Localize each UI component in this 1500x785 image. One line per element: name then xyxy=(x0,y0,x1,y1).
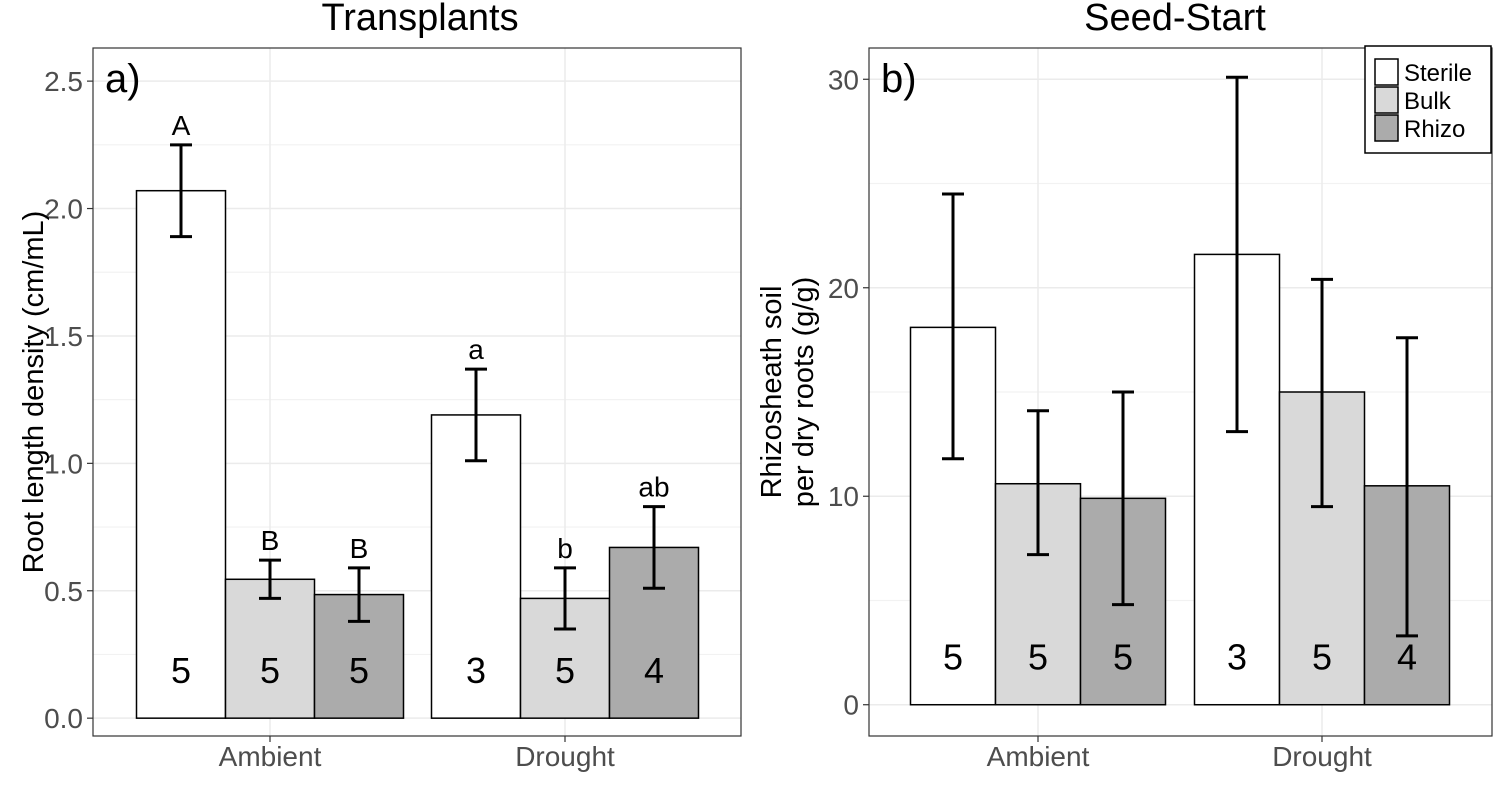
chart-title: Seed-Start xyxy=(1084,0,1266,39)
sample-size-label: 3 xyxy=(1227,637,1247,678)
y-axis-title-line: Rhizosheath soil xyxy=(756,286,788,499)
legend-key-sterile xyxy=(1374,58,1399,86)
sample-size-label: 5 xyxy=(1312,637,1332,678)
sample-size-label: 4 xyxy=(644,650,664,691)
legend-key-rhizo xyxy=(1374,114,1399,142)
plot-border xyxy=(92,47,742,737)
y-axis-title: Rhizosheath soilper dry roots (g/g) xyxy=(756,277,820,507)
bar-sterile-ambient xyxy=(135,189,227,719)
panel-seed-start: 0 10 20 30 5 5 5 Ambient 3 5 4 Drought Seed-Start b) R… xyxy=(756,0,1493,772)
bar-bulk-ambient xyxy=(224,578,316,719)
y-tick-label: 2.5 xyxy=(44,66,83,97)
sample-size-label: 5 xyxy=(1113,637,1133,678)
plot-border xyxy=(868,47,1493,737)
sample-size-label: 5 xyxy=(260,650,280,691)
significance-letter: A xyxy=(172,110,191,141)
sample-size-label: 5 xyxy=(943,637,963,678)
y-tick-label: 20 xyxy=(828,273,859,304)
significance-letter: B xyxy=(261,525,280,556)
x-tick-label: Ambient xyxy=(219,741,322,772)
y-axis-title-line: per dry roots (g/g) xyxy=(788,277,820,507)
sample-size-label: 5 xyxy=(171,650,191,691)
y-tick-label: 10 xyxy=(828,481,859,512)
x-tick-label: Ambient xyxy=(987,741,1090,772)
y-tick-label: 0.0 xyxy=(44,703,83,734)
sample-size-label: 5 xyxy=(555,650,575,691)
chart-title: Transplants xyxy=(321,0,518,39)
significance-letter: a xyxy=(468,334,484,365)
significance-letter: B xyxy=(350,533,369,564)
x-tick-label: Drought xyxy=(1272,741,1372,772)
sample-size-label: 4 xyxy=(1397,637,1417,678)
y-tick-label: 1.5 xyxy=(44,321,83,352)
y-axis-title-line: Root length density (cm/mL) xyxy=(18,211,50,574)
bar-sterile-drought xyxy=(430,414,522,719)
y-tick-label: 1.0 xyxy=(44,448,83,479)
y-tick-label: 0 xyxy=(843,690,859,721)
sample-size-label: 5 xyxy=(1028,637,1048,678)
sample-size-label: 5 xyxy=(349,650,369,691)
legend-label-rhizo: Rhizo xyxy=(1404,116,1465,143)
panel-transplants: 0.0 0.5 1.0 1.5 2.0 2.5 A 5 B 5 B 5 Ambient a 3 b 5 ab 4 Dr… xyxy=(18,0,742,772)
legend-label-bulk: Bulk xyxy=(1404,88,1452,115)
panel-label: b) xyxy=(881,57,917,101)
significance-letter: b xyxy=(557,533,573,564)
legend-label-sterile: Sterile xyxy=(1404,60,1472,87)
legend-key-bulk xyxy=(1374,86,1399,114)
panel-label: a) xyxy=(105,57,141,101)
y-tick-label: 0.5 xyxy=(44,576,83,607)
y-tick-label: 2.0 xyxy=(44,194,83,225)
significance-letter: ab xyxy=(638,472,669,503)
x-tick-label: Drought xyxy=(515,741,615,772)
y-axis-title: Root length density (cm/mL) xyxy=(18,211,50,574)
sample-size-label: 3 xyxy=(466,650,486,691)
y-tick-label: 30 xyxy=(828,64,859,95)
